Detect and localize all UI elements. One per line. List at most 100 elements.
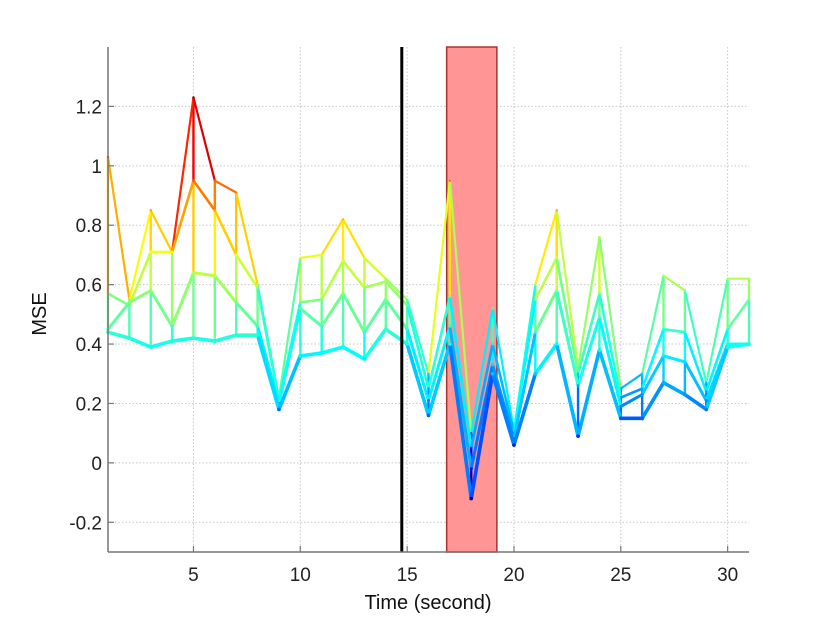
line-segment <box>576 236 601 369</box>
line-segment <box>106 300 131 331</box>
data-point <box>448 179 451 182</box>
data-point <box>640 393 644 397</box>
data-point <box>213 179 216 182</box>
data-point <box>448 324 452 328</box>
data-point <box>277 407 281 412</box>
data-point <box>213 274 217 278</box>
y-tick-label: 0.8 <box>76 216 102 237</box>
data-point <box>170 324 174 328</box>
line-segment <box>277 256 302 399</box>
x-tick-labels: 5 10 15 20 25 30 <box>188 565 738 586</box>
data-point <box>298 354 303 358</box>
line-segment <box>362 298 388 334</box>
data-point <box>234 333 238 337</box>
data-point <box>405 304 409 307</box>
data-point <box>683 330 687 334</box>
line-segment <box>512 298 537 435</box>
data-point <box>491 363 495 367</box>
line-segment <box>533 289 559 334</box>
data-point <box>554 342 559 346</box>
line-segment <box>555 256 580 376</box>
data-point <box>191 336 196 340</box>
data-point <box>255 333 260 337</box>
line-segment <box>427 179 451 375</box>
data-point <box>448 295 452 298</box>
data-point <box>598 236 601 239</box>
line-segment <box>234 300 260 328</box>
y-tick-label: 0 <box>91 454 102 475</box>
line-segment <box>213 274 238 304</box>
data-point <box>170 250 174 254</box>
data-point <box>662 274 665 277</box>
line-segment <box>384 277 409 301</box>
line-segment <box>619 393 644 408</box>
data-point <box>213 209 217 212</box>
y-tick-label: 0.4 <box>76 335 103 356</box>
y-tick-label: 0.6 <box>76 276 102 297</box>
data-point <box>363 286 366 289</box>
line-segment <box>320 259 345 301</box>
line-segment <box>362 327 388 361</box>
line-segment <box>576 348 602 438</box>
data-point <box>448 342 452 346</box>
data-point <box>384 298 388 301</box>
y-tick-label: 1 <box>91 157 102 178</box>
line-segment <box>619 387 644 399</box>
grid <box>108 47 749 552</box>
line-segment <box>234 253 259 289</box>
line-segment <box>448 342 474 501</box>
line-segment <box>683 392 709 412</box>
line-segment <box>427 295 452 390</box>
data-point <box>490 371 495 376</box>
x-tick-label: 10 <box>290 565 311 586</box>
line-segment <box>341 292 366 334</box>
data-point <box>320 298 323 301</box>
data-point <box>192 96 195 99</box>
line-segment <box>469 363 495 471</box>
data-point <box>534 298 537 301</box>
line-segment <box>641 274 665 375</box>
line-segment <box>298 298 323 304</box>
line-segment <box>383 327 409 346</box>
line-segment <box>170 336 196 343</box>
data-point <box>127 300 131 304</box>
data-point <box>234 300 238 304</box>
line-segment <box>683 360 708 402</box>
line-segment <box>213 333 238 343</box>
line-segment <box>640 327 665 390</box>
data-point <box>149 250 153 254</box>
data-point <box>576 372 580 376</box>
line-segment <box>426 342 452 418</box>
data-point <box>191 271 195 275</box>
line-segment <box>576 315 601 388</box>
line-segment <box>384 280 409 307</box>
data-point <box>256 286 259 289</box>
line-segment <box>171 96 195 254</box>
data-point <box>747 298 751 301</box>
data-point <box>555 289 559 293</box>
data-point <box>192 179 195 182</box>
line-segment <box>341 218 366 260</box>
series-layer-2 <box>106 179 751 450</box>
y-axis-label: MSE <box>29 292 51 335</box>
data-point <box>405 342 409 346</box>
line-segment <box>704 327 729 393</box>
line-segment <box>704 345 730 412</box>
line-segment <box>490 371 516 447</box>
data-point <box>298 306 302 310</box>
line-segment <box>320 292 345 328</box>
y-tick-label: 0.2 <box>76 394 102 415</box>
line-segment <box>554 342 580 438</box>
line-segment <box>491 307 516 432</box>
y-tick-label: 1.2 <box>76 97 102 118</box>
y-tick-labels: -0.2 0 0.2 0.4 0.6 0.8 1 1.2 <box>69 97 102 534</box>
series-lines <box>106 96 751 501</box>
data-point <box>662 327 665 331</box>
data-point <box>726 277 729 280</box>
line-segment <box>427 324 452 402</box>
data-point <box>426 413 431 418</box>
data-point <box>576 434 580 438</box>
line-segment <box>662 354 687 364</box>
data-point <box>427 372 430 375</box>
